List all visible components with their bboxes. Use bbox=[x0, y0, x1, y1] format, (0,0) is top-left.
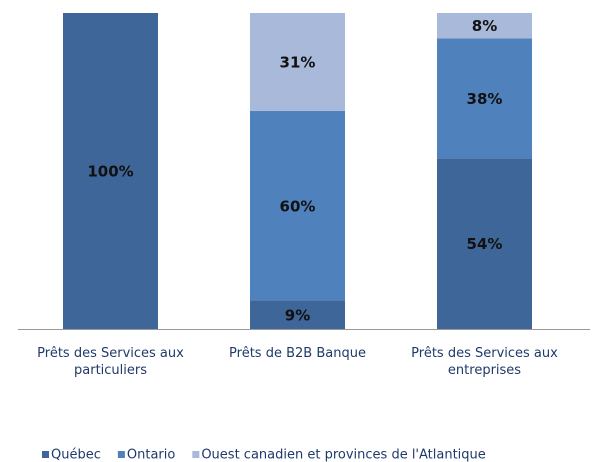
data-label: 100% bbox=[87, 163, 133, 181]
legend-swatch bbox=[117, 451, 125, 458]
x-tick-label: Prêts de B2B Banque bbox=[229, 346, 366, 361]
data-label: 54% bbox=[467, 235, 503, 253]
bar-segment bbox=[437, 38, 532, 159]
x-tick-label: Prêts des Services aux particuliers bbox=[37, 346, 184, 378]
bar-segment bbox=[437, 158, 532, 329]
bar-segment bbox=[250, 110, 345, 301]
legend-label: Québec bbox=[51, 448, 101, 462]
bar-segment bbox=[437, 13, 532, 39]
legend-swatch bbox=[192, 451, 200, 458]
data-label: 8% bbox=[472, 17, 497, 35]
bar-segment bbox=[250, 13, 345, 111]
legend-label: Ouest canadien et provinces de l'Atlanti… bbox=[201, 448, 485, 462]
bar-segment bbox=[63, 13, 158, 329]
legend-swatch bbox=[42, 451, 49, 458]
data-label: 60% bbox=[280, 197, 316, 215]
data-label: 9% bbox=[285, 306, 310, 324]
data-label: 31% bbox=[280, 53, 316, 71]
bar-segment bbox=[250, 300, 345, 329]
data-label: 38% bbox=[467, 90, 503, 108]
legend-label: Ontario bbox=[127, 448, 175, 462]
x-tick-label: Prêts des Services aux entreprises bbox=[411, 346, 558, 378]
